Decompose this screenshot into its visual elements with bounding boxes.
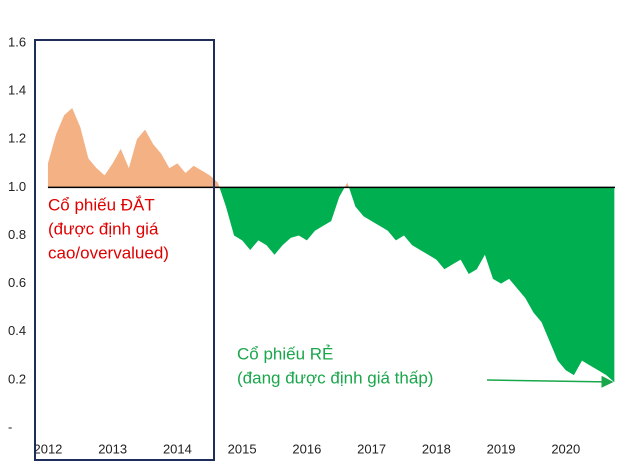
x-tick-label: 2017 xyxy=(357,441,386,456)
annotation-expensive: cao/overvalued) xyxy=(48,243,169,262)
x-tick-label: 2014 xyxy=(163,441,192,456)
y-tick-label: 0.8 xyxy=(8,227,26,242)
x-tick-label: 2019 xyxy=(487,441,516,456)
x-tick-label: 2015 xyxy=(228,441,257,456)
y-tick-label: 0.6 xyxy=(8,275,26,290)
y-tick-label: 1.2 xyxy=(8,131,26,146)
x-tick-label: 2016 xyxy=(292,441,321,456)
annotation-expensive: Cổ phiếu ĐẮT xyxy=(48,195,155,214)
annotation-cheap: (đang được định giá thấp) xyxy=(237,368,433,387)
y-tick-label: 0.4 xyxy=(8,323,26,338)
area-below xyxy=(47,187,615,383)
x-tick-label: 2018 xyxy=(422,441,451,456)
y-tick-label: 1.0 xyxy=(8,179,26,194)
x-tick-label: 2012 xyxy=(33,441,62,456)
annotation-cheap: Cổ phiếu RẺ xyxy=(237,344,333,363)
x-tick-label: 2020 xyxy=(551,441,580,456)
annotation-arrow xyxy=(486,375,614,388)
area-above xyxy=(47,107,349,187)
y-tick-label: - xyxy=(8,419,12,434)
y-tick-label: 0.2 xyxy=(8,371,26,386)
annotation-expensive: (được định giá xyxy=(48,219,159,238)
y-tick-label: 1.4 xyxy=(8,83,26,98)
x-tick-label: 2013 xyxy=(98,441,127,456)
y-tick-label: 1.6 xyxy=(8,34,26,49)
highlight-box xyxy=(34,39,215,461)
